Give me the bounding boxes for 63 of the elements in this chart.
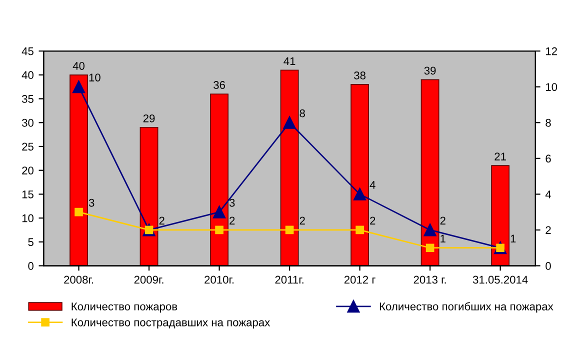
y2-tick-label: 2 [546, 226, 551, 234]
bar [280, 70, 299, 266]
bar [210, 94, 228, 266]
bar [70, 74, 88, 266]
x-tick-label: 2012 г [344, 276, 376, 284]
data-label: 10 [89, 74, 100, 82]
point [283, 116, 296, 129]
point [213, 206, 226, 218]
y2-tick-label: 6 [546, 154, 551, 163]
data-label: 3 [229, 198, 235, 207]
data-label: 2 [440, 216, 446, 225]
x-tick-label: 2009г. [134, 276, 164, 284]
legend-label: Количество погибших на пожарах [380, 302, 554, 313]
data-label: 1 [510, 234, 516, 242]
data-label: 40 [72, 62, 85, 70]
y-tick-label: 45 [22, 47, 34, 56]
x-tick-label: 2008г. [64, 276, 94, 284]
y2-tick-label: 12 [546, 47, 557, 56]
y2-tick-label: 8 [546, 118, 551, 127]
point [215, 226, 224, 234]
data-label: 2 [159, 216, 164, 225]
x-tick-label: 2010г. [204, 276, 234, 284]
data-label: 41 [284, 57, 296, 65]
legend-label: Количество пострадавших на пожарах [72, 318, 270, 329]
data-label: 21 [494, 152, 506, 160]
data-label: 38 [354, 72, 366, 80]
x-tick-label: 31.05.2014 [472, 276, 528, 284]
bar [491, 165, 510, 266]
bar [140, 126, 158, 266]
y2-tick-label: 10 [546, 83, 558, 91]
bar [350, 84, 370, 266]
data-label: 29 [143, 114, 155, 122]
y-tick-label: 5 [28, 238, 34, 246]
data-label: 36 [214, 81, 225, 89]
point [72, 80, 86, 94]
point [426, 244, 434, 252]
point [285, 226, 294, 234]
legend-label: Количество пожаров [72, 302, 178, 313]
y-tick-label: 10 [22, 214, 34, 222]
y-tick-label: 25 [22, 142, 34, 151]
y2-tick-label: 0 [546, 262, 551, 270]
data-label: 8 [300, 109, 305, 118]
y-tick-label: 0 [28, 262, 34, 270]
point [354, 188, 366, 200]
data-label: 2 [230, 216, 235, 225]
y2-tick-label: 4 [545, 190, 552, 198]
point [356, 226, 364, 234]
data-label: 3 [88, 198, 94, 207]
y-tick-label: 15 [22, 190, 34, 198]
bar [420, 79, 440, 266]
data-label: 1 [440, 234, 446, 242]
data-label: 4 [370, 181, 376, 189]
y-tick-label: 35 [22, 95, 34, 103]
x-tick-label: 2013 г. [414, 276, 446, 284]
data-label: 2 [300, 216, 305, 225]
data-label: 39 [424, 66, 436, 75]
data-label: 2 [370, 216, 376, 225]
point [74, 208, 83, 216]
point [424, 224, 436, 236]
y-tick-label: 20 [22, 166, 34, 174]
y-tick-label: 40 [22, 71, 34, 80]
y-tick-label: 30 [22, 118, 34, 127]
x-tick-label: 2011г. [275, 276, 304, 284]
